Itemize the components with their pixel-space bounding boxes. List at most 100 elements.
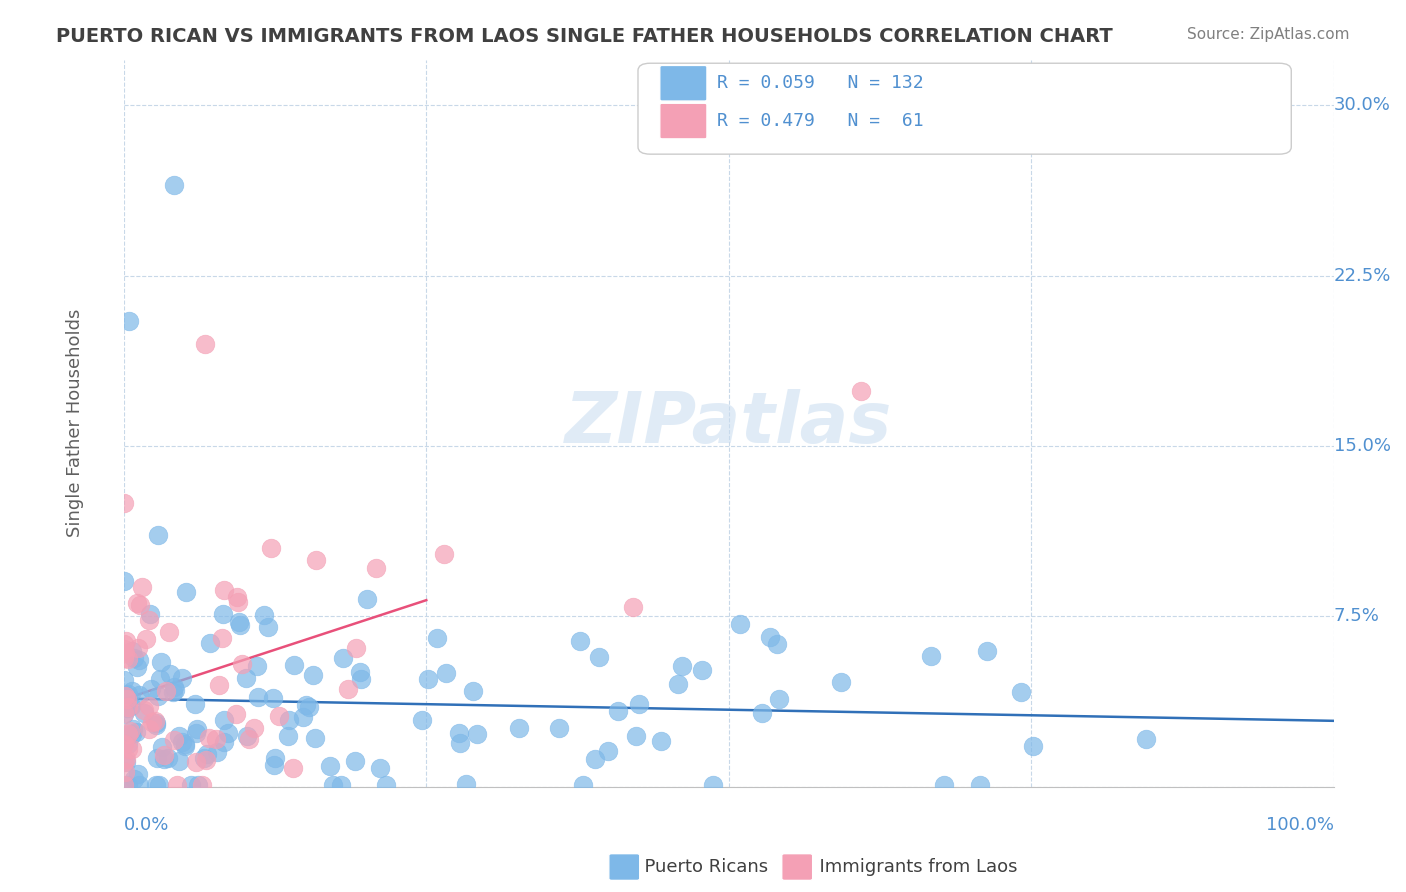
Point [449,736,471,750]
Point [666,676,689,690]
Point [1135,732,1157,747]
Point [262,690,284,705]
Point [621,599,644,614]
Point [281,761,304,775]
Point [508,721,530,735]
Point [184,698,207,712]
Point [211,632,233,646]
Text: Single Father Households: Single Father Households [66,309,84,538]
Point [139,607,162,622]
Point [343,755,366,769]
Point [186,778,208,792]
Point [138,723,160,737]
Point [235,729,257,743]
Text: 22.5%: 22.5% [1334,267,1391,285]
Point [277,714,299,728]
Point [830,675,852,690]
Point [426,631,449,645]
Point [416,672,439,686]
Point [319,759,342,773]
Point [163,683,186,698]
Text: 15.0%: 15.0% [1334,437,1391,455]
Point [969,778,991,792]
Text: Source: ZipAtlas.com: Source: ZipAtlas.com [1187,27,1350,42]
Point [125,596,148,610]
Point [131,580,153,594]
Point [128,778,150,792]
Point [433,547,456,561]
Point [112,673,135,688]
Point [163,733,186,747]
Point [167,754,190,768]
Point [115,752,138,766]
Point [766,637,789,651]
Point [112,574,135,589]
Point [212,607,235,621]
Point [305,553,328,567]
Point [465,727,488,741]
Point [121,684,143,698]
Point [191,778,214,792]
Point [134,706,156,720]
Point [368,761,391,775]
Point [671,659,693,673]
Point [364,561,387,575]
Point [149,672,172,686]
Point [588,649,610,664]
Point [627,697,650,711]
Point [117,687,139,701]
Point [150,739,173,754]
Point [690,663,713,677]
Point [138,613,160,627]
Point [198,636,221,650]
Point [759,630,782,644]
Point [114,646,136,660]
Point [125,725,148,739]
Point [263,758,285,772]
Point [650,733,672,747]
Point [449,726,471,740]
Point [751,706,773,720]
Point [114,651,136,665]
Point [226,595,249,609]
Point [246,658,269,673]
Point [145,778,167,792]
Point [114,689,136,703]
Point [128,689,150,703]
Point [454,777,477,791]
Text: 100.0%: 100.0% [1265,816,1334,834]
Point [121,722,143,736]
Point [243,721,266,735]
Point [159,666,181,681]
Point [976,644,998,658]
Point [115,634,138,648]
Point [295,698,318,712]
Point [135,632,157,647]
Point [568,633,591,648]
Point [172,671,194,685]
Point [114,765,136,780]
Point [146,751,169,765]
Point [934,778,956,792]
Point [128,598,150,612]
Point [198,731,221,746]
Point [145,718,167,732]
Point [229,617,252,632]
Text: PUERTO RICAN VS IMMIGRANTS FROM LAOS SINGLE FATHER HOUSEHOLDS CORRELATION CHART: PUERTO RICAN VS IMMIGRANTS FROM LAOS SIN… [56,27,1114,45]
Point [112,698,135,713]
Point [195,753,218,767]
Point [112,706,135,721]
Point [120,699,142,714]
Point [461,684,484,698]
Point [148,528,170,542]
Point [349,665,371,680]
Text: ZIPatlas: ZIPatlas [565,389,893,458]
Point [114,688,136,702]
Point [112,637,135,651]
Point [128,653,150,667]
Point [263,751,285,765]
Point [121,727,143,741]
Point [291,709,314,723]
Point [247,690,270,704]
Point [152,747,174,762]
